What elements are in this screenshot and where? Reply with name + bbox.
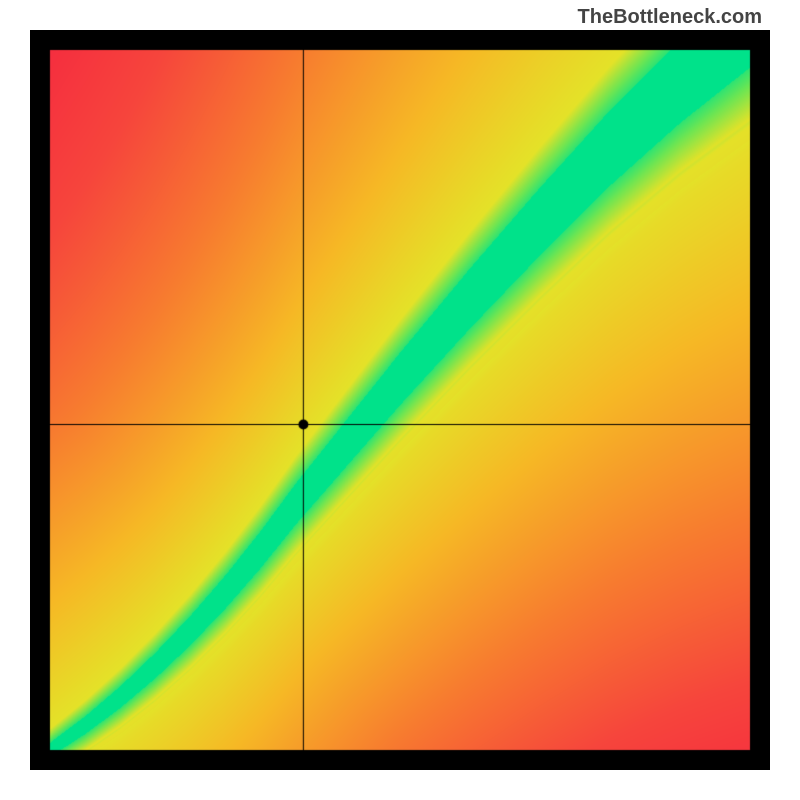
watermark-text: TheBottleneck.com: [578, 6, 762, 29]
heatmap-frame: [30, 30, 770, 770]
heatmap-canvas: [30, 30, 770, 770]
